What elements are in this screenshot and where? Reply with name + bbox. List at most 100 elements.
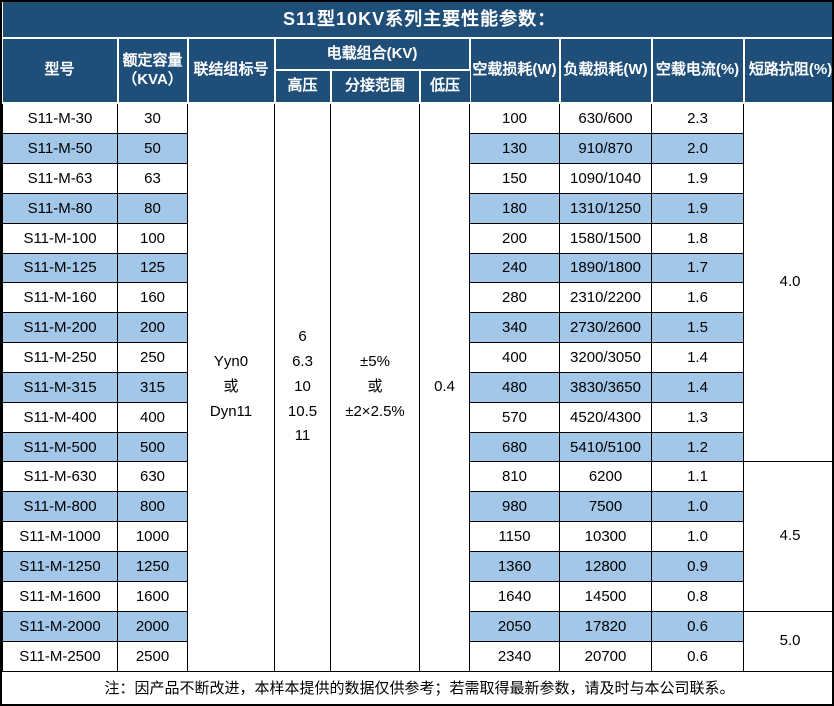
cell-no-load-current: 0.6 (651, 640, 744, 672)
table-row: S11-M-630 630 810 6200 1.1 4.5 (2, 461, 832, 612)
table-row: S11-M-1600 1600 1640 14500 0.8 (2, 580, 833, 612)
table-title: S11型10KV系列主要性能参数： (2, 2, 832, 39)
cell-load-loss: 5410/5100 (559, 431, 652, 463)
cell-load-loss: 6200 (559, 461, 652, 493)
col-header-load-loss: 负载损耗(W) (559, 38, 653, 104)
cell-capacity: 1000 (117, 521, 188, 552)
cell-load-loss: 1310/1250 (559, 192, 652, 224)
cell-no-load-loss: 1360 (469, 550, 560, 582)
col-header-tap-range: 分接范围 (330, 70, 421, 104)
cell-no-load-current: 0.8 (651, 580, 744, 612)
cell-no-load-loss: 810 (469, 461, 560, 493)
cell-model: S11-M-100 (2, 222, 118, 254)
cell-no-load-loss: 200 (469, 222, 560, 254)
cell-no-load-current: 0.9 (651, 550, 744, 582)
cell-capacity: 200 (117, 312, 188, 344)
cell-no-load-current: 1.5 (651, 312, 744, 344)
cell-load-loss: 3200/3050 (559, 342, 652, 373)
table-row: S11-M-1000 1000 1150 10300 1.0 (2, 521, 833, 552)
col-header-lv: 低压 (419, 70, 470, 104)
cell-no-load-current: 1.9 (651, 192, 744, 224)
cell-no-load-loss: 2340 (469, 640, 560, 672)
col-header-capacity-line2: （KVA） (122, 70, 183, 88)
cell-no-load-loss: 150 (469, 163, 560, 194)
table-row: S11-M-250 250 400 3200/3050 1.4 (2, 342, 833, 373)
col-header-connection: 联结组标号 (187, 38, 276, 104)
cell-load-loss: 12800 (559, 550, 652, 582)
cell-load-loss: 1580/1500 (559, 222, 652, 254)
header-row-2: 高压 分接范围 低压 (3, 70, 833, 104)
col-header-model: 型号 (2, 38, 119, 104)
cell-load-loss: 1890/1800 (559, 252, 652, 284)
table-row: S11-M-30 30 Yyn0 或 Dyn11 6 6.3 10 10.5 11 ±5% 或 ±2×2… (2, 102, 832, 672)
cell-no-load-loss: 340 (469, 312, 560, 344)
cell-model: S11-M-2500 (2, 640, 118, 672)
cell-load-loss: 4520/4300 (559, 401, 652, 433)
cell-no-load-current: 1.9 (651, 163, 744, 194)
title-row: S11型10KV系列主要性能参数： (2, 2, 832, 39)
cell-model: S11-M-2000 (2, 610, 118, 642)
cell-no-load-current: 1.4 (651, 371, 744, 403)
cell-load-loss: 2730/2600 (559, 312, 652, 344)
footnote-row: 注：因产品不断改进，本样本提供的数据仅供参考；若需取得最新参数，请及时与本公司联… (2, 670, 832, 704)
cell-capacity: 1250 (117, 550, 188, 582)
cell-model: S11-M-630 (2, 461, 118, 493)
cell-load-loss: 3830/3650 (559, 371, 652, 403)
cell-load-loss: 14500 (559, 580, 652, 612)
cell-capacity: 30 (117, 102, 188, 135)
table-row: S11-M-2000 2000 2050 17820 0.6 5.0 (2, 610, 832, 672)
cell-hv: 6 6.3 10 10.5 11 (274, 102, 331, 672)
cell-model: S11-M-200 (2, 312, 118, 344)
cell-no-load-current: 2.0 (651, 133, 744, 165)
cell-capacity: 400 (117, 401, 188, 433)
cell-no-load-loss: 980 (469, 491, 560, 523)
cell-no-load-current: 0.6 (651, 610, 744, 642)
cell-connection: Yyn0 或 Dyn11 (187, 102, 275, 672)
cell-impedance: 4.5 (742, 461, 832, 612)
cell-no-load-loss: 130 (469, 133, 560, 165)
cell-no-load-loss: 570 (469, 401, 560, 433)
cell-no-load-current: 1.6 (651, 282, 744, 314)
cell-model: S11-M-1600 (2, 580, 118, 612)
cell-capacity: 2000 (117, 610, 188, 642)
table-row: S11-M-315 315 480 3830/3650 1.4 (2, 371, 833, 403)
col-header-no-load-loss: 空载损耗(W) (469, 38, 561, 104)
cell-load-loss: 10300 (559, 521, 652, 552)
cell-model: S11-M-63 (2, 163, 118, 194)
cell-model: S11-M-30 (2, 102, 118, 135)
cell-no-load-loss: 480 (469, 371, 560, 403)
cell-no-load-current: 1.3 (651, 401, 744, 433)
table-row: S11-M-50 50 130 910/870 2.0 (2, 133, 833, 165)
cell-no-load-current: 1.8 (651, 222, 744, 254)
cell-no-load-loss: 1640 (469, 580, 560, 612)
cell-model: S11-M-315 (2, 371, 118, 403)
table-row: S11-M-800 800 980 7500 1.0 (2, 491, 833, 523)
cell-capacity: 500 (117, 431, 188, 463)
cell-load-loss: 910/870 (559, 133, 652, 165)
cell-load-loss: 7500 (559, 491, 652, 523)
cell-no-load-loss: 2050 (469, 610, 560, 642)
cell-impedance: 5.0 (742, 610, 832, 672)
header-row-1: 型号 额定容量 （KVA） 联结组标号 电载组合(KV) 空载损耗(W) 负载损耗… (2, 38, 832, 104)
cell-capacity: 80 (117, 192, 188, 224)
cell-model: S11-M-1000 (2, 521, 118, 552)
cell-capacity: 250 (117, 342, 188, 373)
cell-lv: 0.4 (419, 102, 470, 672)
cell-no-load-loss: 180 (469, 192, 560, 224)
table-row: S11-M-400 400 570 4520/4300 1.3 (2, 401, 833, 433)
cell-no-load-current: 1.1 (651, 461, 744, 493)
cell-capacity: 50 (117, 133, 188, 165)
cell-no-load-loss: 1150 (469, 521, 560, 552)
cell-model: S11-M-250 (2, 342, 118, 373)
cell-capacity: 63 (117, 163, 188, 194)
table-body: S11-M-30 30 Yyn0 或 Dyn11 6 6.3 10 10.5 11 ±5% 或 ±2×2… (2, 102, 833, 672)
cell-impedance: 4.0 (742, 102, 832, 463)
table-row: S11-M-200 200 340 2730/2600 1.5 (2, 312, 833, 344)
cell-capacity: 1600 (117, 580, 188, 612)
cell-no-load-loss: 280 (469, 282, 560, 314)
table-row: S11-M-125 125 240 1890/1800 1.7 (2, 252, 833, 284)
cell-no-load-loss: 100 (469, 102, 560, 135)
cell-no-load-current: 1.0 (651, 491, 744, 523)
